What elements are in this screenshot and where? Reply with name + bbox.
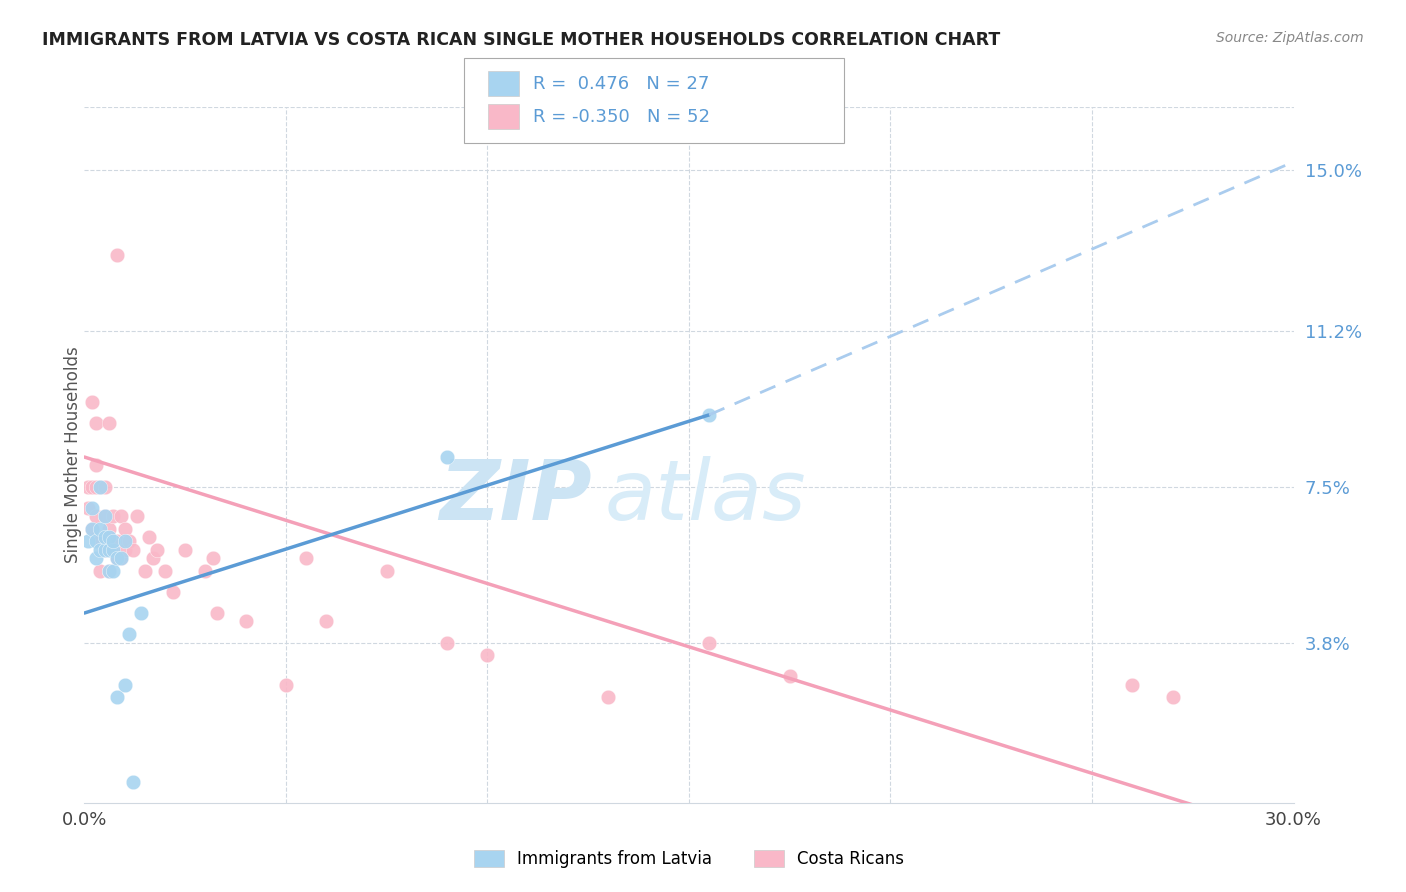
Point	[82, 500, 104, 515]
Point	[118, 534, 141, 549]
Point	[101, 564, 124, 578]
Point	[86, 534, 108, 549]
Point	[153, 564, 176, 578]
Point	[93, 509, 115, 524]
Point	[82, 522, 104, 536]
Point	[105, 551, 128, 566]
Point	[697, 408, 720, 422]
Point	[93, 542, 115, 557]
Point	[1121, 678, 1143, 692]
Point	[77, 534, 100, 549]
Point	[86, 551, 108, 566]
Text: IMMIGRANTS FROM LATVIA VS COSTA RICAN SINGLE MOTHER HOUSEHOLDS CORRELATION CHART: IMMIGRANTS FROM LATVIA VS COSTA RICAN SI…	[42, 31, 1001, 49]
Point	[315, 615, 337, 629]
Point	[93, 509, 115, 524]
Text: R =  0.476   N = 27: R = 0.476 N = 27	[533, 75, 709, 93]
Text: ZIP: ZIP	[440, 456, 592, 537]
Point	[89, 542, 111, 557]
Point	[162, 585, 184, 599]
Point	[97, 564, 120, 578]
Point	[129, 606, 152, 620]
Point	[89, 479, 111, 493]
Point	[125, 509, 148, 524]
Point	[118, 627, 141, 641]
Point	[82, 479, 104, 493]
Point	[477, 648, 499, 663]
Point	[97, 542, 120, 557]
Point	[114, 678, 136, 692]
Point	[235, 615, 257, 629]
Point	[93, 530, 115, 544]
Point	[274, 678, 297, 692]
Point	[295, 551, 318, 566]
Point	[97, 530, 120, 544]
Point	[97, 522, 120, 536]
Point	[86, 479, 108, 493]
Point	[86, 458, 108, 473]
Point	[142, 551, 165, 566]
Point	[779, 669, 801, 683]
Point	[110, 551, 132, 566]
Point	[174, 542, 197, 557]
Point	[207, 606, 229, 620]
Point	[89, 564, 111, 578]
Point	[77, 479, 100, 493]
Point	[114, 522, 136, 536]
Point	[436, 635, 458, 649]
Point	[110, 509, 132, 524]
Point	[1161, 690, 1184, 705]
Point	[77, 500, 100, 515]
Point	[86, 417, 108, 431]
Point	[121, 774, 143, 789]
Point	[105, 534, 128, 549]
Point	[105, 551, 128, 566]
Point	[114, 534, 136, 549]
Point	[101, 542, 124, 557]
Point	[93, 542, 115, 557]
Point	[194, 564, 217, 578]
Point	[93, 479, 115, 493]
Point	[101, 542, 124, 557]
Point	[146, 542, 169, 557]
Point	[101, 534, 124, 549]
Point	[114, 542, 136, 557]
Point	[105, 247, 128, 261]
Point	[89, 479, 111, 493]
Point	[134, 564, 156, 578]
Point	[97, 564, 120, 578]
Point	[82, 395, 104, 409]
Point	[101, 509, 124, 524]
Point	[598, 690, 620, 705]
Point	[375, 564, 398, 578]
Y-axis label: Single Mother Households: Single Mother Households	[65, 347, 82, 563]
Legend: Immigrants from Latvia, Costa Ricans: Immigrants from Latvia, Costa Ricans	[467, 843, 911, 874]
Point	[82, 522, 104, 536]
Point	[121, 542, 143, 557]
Point	[202, 551, 225, 566]
Point	[436, 450, 458, 464]
Text: Source: ZipAtlas.com: Source: ZipAtlas.com	[1216, 31, 1364, 45]
Point	[89, 522, 111, 536]
Point	[86, 509, 108, 524]
Text: R = -0.350   N = 52: R = -0.350 N = 52	[533, 108, 710, 126]
Point	[89, 534, 111, 549]
Point	[110, 551, 132, 566]
Text: atlas: atlas	[605, 456, 806, 537]
Point	[697, 635, 720, 649]
Point	[97, 417, 120, 431]
Point	[105, 690, 128, 705]
Point	[138, 530, 160, 544]
